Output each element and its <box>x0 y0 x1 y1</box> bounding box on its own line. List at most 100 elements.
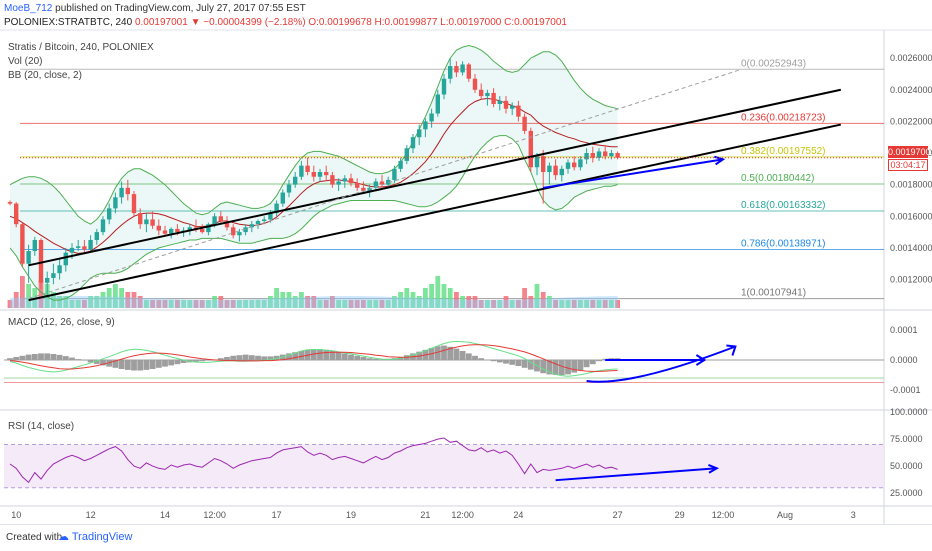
candle-body <box>516 105 521 117</box>
chart-svg[interactable]: 0(0.00252943) 0.236(0.00218723) 0.382(0.00… <box>0 0 932 524</box>
volume-bar <box>404 288 410 308</box>
bollinger-upper-line <box>9 44 618 225</box>
macd-histogram-bar <box>242 354 249 360</box>
macd-histogram-bar <box>87 360 94 363</box>
macd-axis-tick: 0.0000 <box>890 355 918 365</box>
volume-bar <box>175 300 180 308</box>
candle-body <box>187 227 192 231</box>
macd-histogram-bar <box>248 355 255 360</box>
candle-body <box>572 162 577 168</box>
volume-bar <box>168 300 174 308</box>
macd-histogram-bar <box>310 349 317 360</box>
volume-bar <box>113 284 118 308</box>
candle-body <box>448 66 453 79</box>
macd-histogram-bar <box>354 355 361 360</box>
macd-histogram-bar <box>217 358 224 360</box>
volume-bar <box>274 288 279 308</box>
volume-bar <box>187 300 193 308</box>
macd-histogram-bar <box>490 360 497 362</box>
candle-body <box>386 179 391 185</box>
volume-bar <box>342 300 348 308</box>
macd-histogram-bar <box>484 360 491 361</box>
macd-histogram-bar <box>348 354 354 360</box>
rsi-axis-tick: 50.0000 <box>890 461 923 471</box>
macd-histogram-bar <box>100 360 106 366</box>
volume-bar <box>224 300 230 308</box>
candle-body <box>547 165 552 172</box>
candle-body <box>460 64 465 73</box>
price-arrow-up-head <box>714 155 726 166</box>
macd-histogram-bar <box>168 360 175 366</box>
rsi-line <box>9 437 618 484</box>
volume-bar <box>491 300 496 308</box>
rsi-band-fill <box>4 444 884 488</box>
macd-histogram-bar <box>341 353 348 360</box>
candle-body <box>69 247 75 253</box>
macd-histogram-bar <box>286 353 292 360</box>
author-link[interactable]: MoeB_712 <box>4 3 53 14</box>
macd-histogram-bar <box>19 355 26 360</box>
candle-body <box>361 187 366 191</box>
macd-histogram-bar <box>602 358 609 360</box>
volume-bar <box>199 300 205 308</box>
volume-bar <box>106 288 112 308</box>
volume-bar <box>323 300 329 308</box>
volume-bar <box>367 300 372 308</box>
rsi-arrow-up <box>555 467 717 482</box>
volume-bar <box>596 300 602 308</box>
macd-histogram-bar <box>124 360 131 370</box>
macd-histogram-bar <box>13 357 20 360</box>
candle-body <box>26 251 31 264</box>
tradingview-logo[interactable]: ☁ TradingView <box>58 531 133 543</box>
macd-histogram-bar <box>335 352 342 360</box>
volume-bar <box>609 300 614 308</box>
macd-histogram-bar <box>379 359 385 360</box>
candle-body <box>131 194 137 214</box>
candle-body <box>541 156 546 172</box>
volume-bar <box>373 300 379 308</box>
time-axis-tick: 12 <box>86 510 96 520</box>
candle-body <box>94 232 99 240</box>
candle-body <box>596 151 602 158</box>
macd-histogram-bar <box>230 355 237 360</box>
macd-histogram-bar <box>503 360 509 364</box>
publish-header: MoeB_712 published on TradingView.com, J… <box>4 3 306 14</box>
macd-histogram-bar <box>199 360 206 362</box>
volume-bar <box>299 292 304 308</box>
volume-bar <box>286 292 292 308</box>
volume-bar <box>509 300 515 308</box>
candle-body <box>144 219 149 225</box>
time-axis-tick: 3 <box>851 510 856 520</box>
footer: Created with ☁ TradingView <box>0 524 932 551</box>
rsi-axis-tick: 100.0000 <box>890 407 928 417</box>
volume-legend: Vol (20) <box>8 56 43 67</box>
volume-bar <box>280 292 286 308</box>
macd-histogram-bar <box>174 360 181 365</box>
candle-body <box>162 230 168 234</box>
volume-bar <box>385 300 391 308</box>
candle-body <box>584 153 589 160</box>
ohlc-header: POLONIEX:STRATBTC, 240 0.00197001 ▼ −0.0… <box>4 17 567 28</box>
volume-bar <box>156 300 162 308</box>
candle-body <box>51 273 56 278</box>
macd-histogram-bar <box>441 345 447 360</box>
time-axis-tick: 10 <box>11 510 21 520</box>
volume-bar <box>255 300 261 308</box>
candle-body <box>479 89 484 97</box>
candle-body <box>169 228 174 234</box>
macd-histogram-bar <box>571 360 578 373</box>
candle-body <box>286 184 292 193</box>
volume-ma-area <box>10 296 618 308</box>
candle-body <box>522 116 527 131</box>
candle-body <box>485 92 490 97</box>
last-price-tag: 0.00197001 <box>888 146 932 158</box>
macd-histogram-bar <box>447 346 454 360</box>
bollinger-legend: BB (20, close, 2) <box>8 70 82 81</box>
rsi-axis-tick: 75.0000 <box>890 434 923 444</box>
candle-body <box>249 224 254 228</box>
macd-histogram-bar <box>478 358 485 360</box>
bar-countdown-tag: 03:04:17 <box>888 159 928 171</box>
volume-bar <box>125 292 131 308</box>
